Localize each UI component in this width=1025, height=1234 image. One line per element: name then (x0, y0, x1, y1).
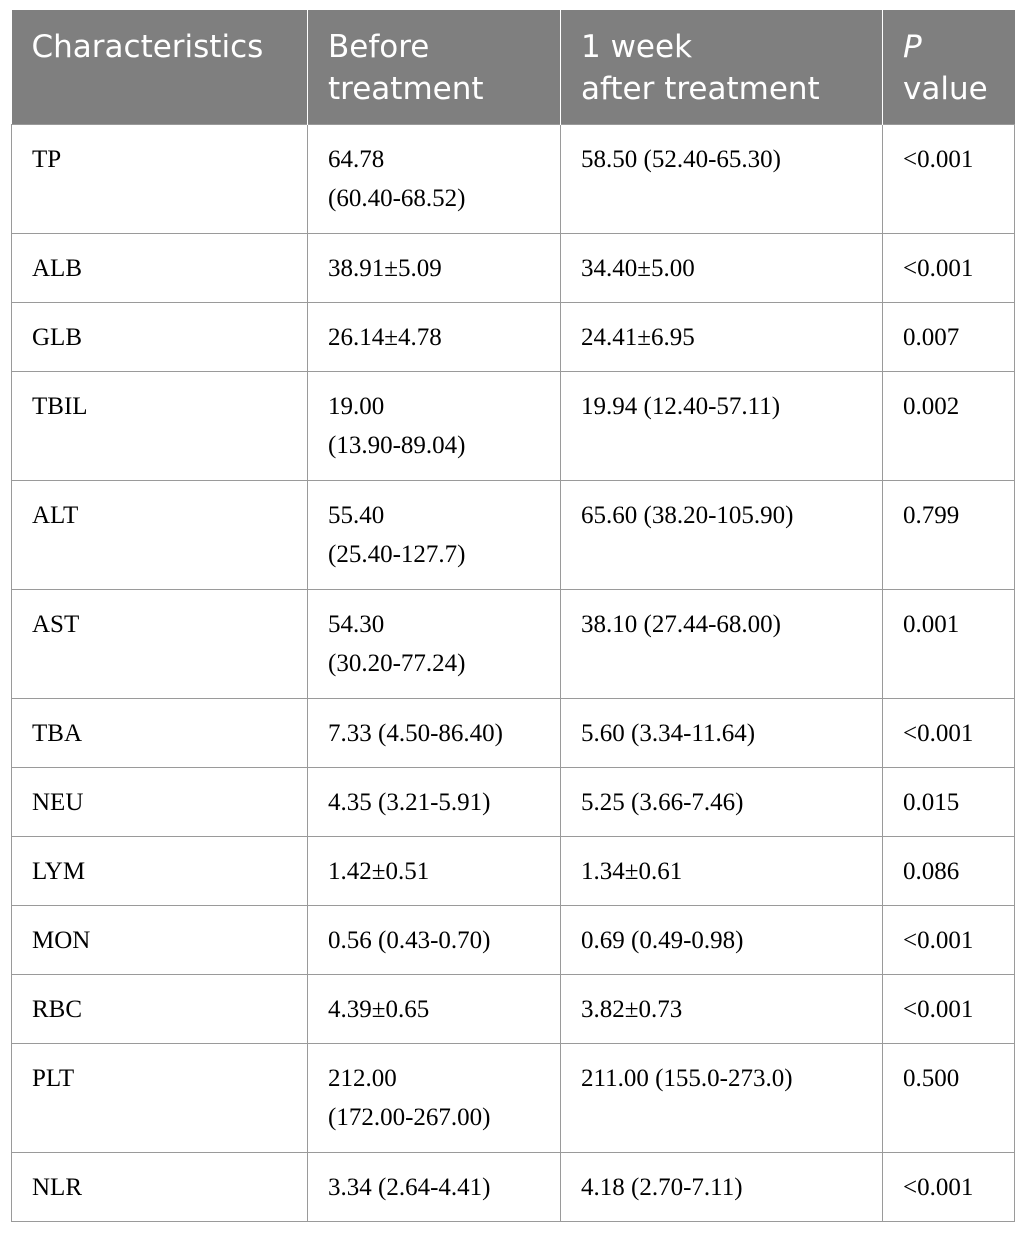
table-row: NEU 4.35 (3.21-5.91) 5.25 (3.66-7.46) 0.015 (11, 767, 1015, 837)
table-row: TBIL 19.00 (13.90-89.04) 19.94 (12.40-57.1… (11, 371, 1015, 481)
cell-p-value: 0.002 (882, 371, 1015, 481)
cell-before: 64.78 (60.40-68.52) (307, 124, 561, 234)
data-table: Characteristics Before treatment 1 week … (11, 10, 1015, 1222)
header-p-value: P value (882, 10, 1015, 125)
cell-after: 4.18 (2.70-7.11) (560, 1152, 883, 1222)
cell-before: 212.00 (172.00-267.00) (307, 1043, 561, 1153)
table-row: RBC 4.39±0.65 3.82±0.73 <0.001 (11, 974, 1015, 1044)
cell-p-value: <0.001 (882, 905, 1015, 975)
cell-after: 5.25 (3.66-7.46) (560, 767, 883, 837)
cell-characteristic: NEU (11, 767, 308, 837)
table-row: NLR 3.34 (2.64-4.41) 4.18 (2.70-7.11) <0.00… (11, 1152, 1015, 1222)
cell-characteristic: NLR (11, 1152, 308, 1222)
table-row: ALB 38.91±5.09 34.40±5.00 <0.001 (11, 233, 1015, 303)
cell-after: 65.60 (38.20-105.90) (560, 480, 883, 590)
cell-characteristic: LYM (11, 836, 308, 906)
header-after-treatment: 1 week after treatment (560, 10, 883, 125)
cell-after: 24.41±6.95 (560, 302, 883, 372)
cell-before: 54.30 (30.20-77.24) (307, 589, 561, 699)
p-symbol: P (903, 29, 922, 65)
cell-p-value: 0.001 (882, 589, 1015, 699)
cell-p-value: 0.007 (882, 302, 1015, 372)
cell-before: 3.34 (2.64-4.41) (307, 1152, 561, 1222)
cell-before: 1.42±0.51 (307, 836, 561, 906)
p-value-label: value (903, 71, 988, 107)
cell-p-value: 0.086 (882, 836, 1015, 906)
cell-characteristic: GLB (11, 302, 308, 372)
cell-p-value: <0.001 (882, 698, 1015, 768)
cell-before: 26.14±4.78 (307, 302, 561, 372)
table-header: Characteristics Before treatment 1 week … (11, 10, 1015, 125)
cell-after: 34.40±5.00 (560, 233, 883, 303)
cell-characteristic: MON (11, 905, 308, 975)
table-row: TBA 7.33 (4.50-86.40) 5.60 (3.34-11.64) <0.… (11, 698, 1015, 768)
header-row: Characteristics Before treatment 1 week … (11, 10, 1015, 125)
cell-after: 19.94 (12.40-57.11) (560, 371, 883, 481)
cell-characteristic: RBC (11, 974, 308, 1044)
cell-p-value: 0.015 (882, 767, 1015, 837)
cell-after: 5.60 (3.34-11.64) (560, 698, 883, 768)
cell-before: 0.56 (0.43-0.70) (307, 905, 561, 975)
cell-p-value: 0.799 (882, 480, 1015, 590)
cell-characteristic: TBIL (11, 371, 308, 481)
table-row: GLB 26.14±4.78 24.41±6.95 0.007 (11, 302, 1015, 372)
cell-characteristic: AST (11, 589, 308, 699)
cell-after: 1.34±0.61 (560, 836, 883, 906)
cell-after: 58.50 (52.40-65.30) (560, 124, 883, 234)
header-before-treatment: Before treatment (307, 10, 561, 125)
cell-before: 38.91±5.09 (307, 233, 561, 303)
cell-p-value: <0.001 (882, 233, 1015, 303)
table-row: PLT 212.00 (172.00-267.00) 211.00 (155.0-2… (11, 1043, 1015, 1153)
cell-after: 0.69 (0.49-0.98) (560, 905, 883, 975)
cell-after: 211.00 (155.0-273.0) (560, 1043, 883, 1153)
table-row: LYM 1.42±0.51 1.34±0.61 0.086 (11, 836, 1015, 906)
cell-p-value: <0.001 (882, 1152, 1015, 1222)
table-body: TP 64.78 (60.40-68.52) 58.50 (52.40-65.30)… (11, 124, 1015, 1222)
table-row: ALT 55.40 (25.40-127.7) 65.60 (38.20-105.9… (11, 480, 1015, 590)
cell-after: 38.10 (27.44-68.00) (560, 589, 883, 699)
cell-p-value: <0.001 (882, 974, 1015, 1044)
header-characteristics: Characteristics (11, 10, 308, 125)
cell-p-value: 0.500 (882, 1043, 1015, 1153)
table-row: MON 0.56 (0.43-0.70) 0.69 (0.49-0.98) <0.00… (11, 905, 1015, 975)
cell-characteristic: TBA (11, 698, 308, 768)
cell-after: 3.82±0.73 (560, 974, 883, 1044)
table-row: AST 54.30 (30.20-77.24) 38.10 (27.44-68.00… (11, 589, 1015, 699)
cell-characteristic: PLT (11, 1043, 308, 1153)
cell-before: 4.39±0.65 (307, 974, 561, 1044)
cell-characteristic: ALT (11, 480, 308, 590)
cell-before: 4.35 (3.21-5.91) (307, 767, 561, 837)
table-row: TP 64.78 (60.40-68.52) 58.50 (52.40-65.30)… (11, 124, 1015, 234)
cell-before: 55.40 (25.40-127.7) (307, 480, 561, 590)
cell-characteristic: TP (11, 124, 308, 234)
cell-before: 7.33 (4.50-86.40) (307, 698, 561, 768)
cell-characteristic: ALB (11, 233, 308, 303)
cell-before: 19.00 (13.90-89.04) (307, 371, 561, 481)
cell-p-value: <0.001 (882, 124, 1015, 234)
